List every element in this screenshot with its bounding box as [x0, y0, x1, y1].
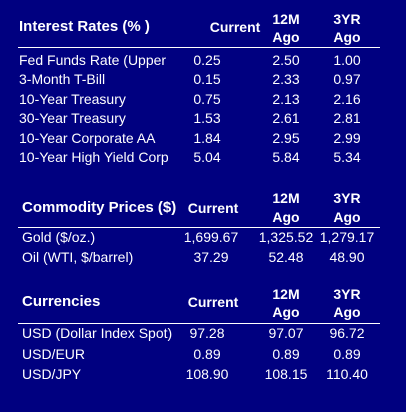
12m-ago-value: 2.95	[272, 129, 300, 146]
currencies-divider	[18, 323, 380, 324]
3yr-ago-value: 2.99	[333, 129, 361, 146]
current-value: 0.25	[193, 52, 221, 68]
3yr-ago-value: 1,279.17	[319, 229, 375, 245]
3yr-ago-value: 48.90	[329, 248, 365, 265]
current-value: 37.29	[193, 248, 229, 265]
table-row: Fed Funds Rate (Upper 0.25 2.50 1.00	[0, 51, 406, 70]
12m-ago-value: 2.61	[272, 110, 300, 127]
row-label: 10-Year Corporate AA	[19, 129, 156, 146]
table-row: Oil (WTI, $/barrel) 37.29 52.48 48.90	[0, 248, 406, 267]
interest-rates-col-3yr-line2: Ago	[333, 29, 361, 45]
commodity-prices-title: Commodity Prices ($)	[22, 199, 177, 216]
currencies-col-12m-line2: Ago	[272, 304, 300, 320]
table-row: 3-Month T-Bill 0.15 2.33 0.97	[0, 70, 406, 89]
3yr-ago-value: 0.89	[333, 345, 361, 362]
12m-ago-value: 1,325.52	[258, 229, 314, 245]
commodity-prices-divider	[18, 227, 380, 228]
3yr-ago-value: 2.16	[333, 90, 361, 107]
current-value: 0.89	[193, 345, 221, 362]
3yr-ago-value: 1.00	[333, 52, 361, 68]
table-row: USD/JPY 108.90 108.15 110.40	[0, 365, 406, 384]
current-value: 1,699.67	[183, 229, 239, 245]
interest-rates-col-current: Current	[209, 19, 261, 35]
current-value: 0.75	[193, 90, 221, 107]
12m-ago-value: 108.15	[264, 366, 308, 382]
12m-ago-value: 97.07	[268, 325, 304, 341]
interest-rates-col-3yr-line1: 3YR	[333, 11, 361, 27]
table-row: USD (Dollar Index Spot) 97.28 97.07 96.72	[0, 324, 406, 343]
currencies-title: Currencies	[22, 293, 101, 310]
row-label: USD (Dollar Index Spot)	[22, 325, 173, 341]
table-row: 10-Year High Yield Corp 5.04 5.84 5.34	[0, 148, 406, 167]
12m-ago-value: 0.89	[272, 345, 300, 362]
current-value: 108.90	[185, 366, 229, 382]
interest-rates-col-12m-line2: Ago	[272, 29, 300, 45]
commodity-prices-col-12m-line2: Ago	[272, 209, 300, 225]
commodity-prices-col-current: Current	[187, 200, 239, 216]
interest-rates-col-12m-line1: 12M	[272, 11, 300, 27]
3yr-ago-value: 5.34	[333, 149, 361, 165]
currencies-col-3yr-line2: Ago	[333, 304, 361, 320]
commodity-prices-col-3yr-line1: 3YR	[333, 190, 361, 206]
table-row: USD/EUR 0.89 0.89 0.89	[0, 345, 406, 364]
row-label: Fed Funds Rate (Upper	[19, 52, 167, 68]
current-value: 1.53	[193, 110, 221, 127]
current-value: 0.15	[193, 71, 221, 88]
table-row: Gold ($/oz.) 1,699.67 1,325.52 1,279.17	[0, 228, 406, 247]
row-label: 3-Month T-Bill	[19, 71, 106, 88]
commodity-prices-col-3yr-line2: Ago	[333, 209, 361, 225]
table-row: 10-Year Treasury 0.75 2.13 2.16	[0, 90, 406, 109]
row-label: USD/JPY	[22, 366, 82, 382]
row-label: Oil (WTI, $/barrel)	[22, 248, 134, 265]
12m-ago-value: 2.50	[272, 52, 300, 68]
3yr-ago-value: 0.97	[333, 71, 361, 88]
3yr-ago-value: 96.72	[329, 325, 365, 341]
interest-rates-title: Interest Rates (% )	[19, 18, 150, 35]
currencies-col-12m-line1: 12M	[272, 286, 300, 302]
row-label: Gold ($/oz.)	[22, 229, 96, 245]
currencies-col-3yr-line1: 3YR	[333, 286, 361, 302]
12m-ago-value: 5.84	[272, 149, 300, 165]
3yr-ago-value: 2.81	[333, 110, 361, 127]
currencies-col-current: Current	[187, 294, 239, 310]
row-label: 30-Year Treasury	[19, 110, 126, 127]
12m-ago-value: 2.33	[272, 71, 300, 88]
12m-ago-value: 2.13	[272, 90, 300, 107]
row-label: 10-Year Treasury	[19, 90, 126, 107]
commodity-prices-col-12m-line1: 12M	[272, 190, 300, 206]
table-row: 30-Year Treasury 1.53 2.61 2.81	[0, 109, 406, 128]
table-row: 10-Year Corporate AA 1.84 2.95 2.99	[0, 129, 406, 148]
current-value: 97.28	[189, 325, 225, 341]
row-label: USD/EUR	[22, 345, 86, 362]
interest-rates-divider	[18, 47, 380, 48]
current-value: 5.04	[193, 149, 221, 165]
current-value: 1.84	[193, 129, 221, 146]
3yr-ago-value: 110.40	[326, 366, 368, 382]
row-label: 10-Year High Yield Corp	[19, 149, 169, 165]
12m-ago-value: 52.48	[268, 248, 304, 265]
